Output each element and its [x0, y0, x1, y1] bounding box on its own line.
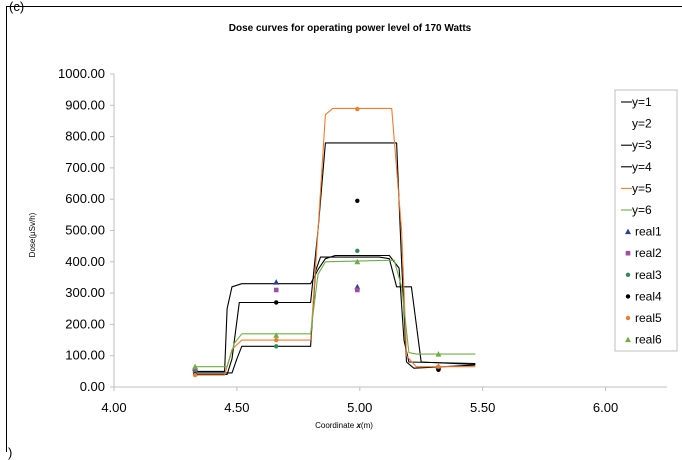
legend-label-real6: real6	[635, 333, 662, 347]
x-axis-title-var: x	[355, 421, 361, 430]
legend: y=1 y=2 y=3 y=4 y=5 y=6 real1 real2 real3 real4 re…	[614, 89, 678, 352]
y-tick-label: 1000.00	[58, 66, 105, 81]
series-line-y=5	[195, 107, 476, 376]
y-tick-label: 700.00	[65, 160, 105, 175]
chart-svg: Dose curves for operating power level of…	[28, 23, 678, 430]
panel-tag-bracket: )	[8, 445, 13, 460]
data-point-real4	[355, 198, 360, 203]
data-point-real5	[355, 106, 360, 112]
series-line-y=3	[195, 142, 476, 376]
legend-label-real5: real5	[635, 311, 662, 325]
legend-swatch-real6	[625, 336, 631, 343]
data-point-real2	[273, 287, 279, 293]
x-tick-label: 4.50	[224, 400, 249, 415]
legend-swatch-real1	[625, 228, 631, 235]
data-point-real4	[274, 300, 279, 305]
data-point-real4	[436, 367, 441, 372]
series-line-y=4	[195, 256, 476, 374]
data-point-real1	[273, 279, 280, 285]
panel-tag: (c)	[9, 0, 25, 14]
y-tick-label: 200.00	[65, 316, 105, 331]
legend-label-y=6: y=6	[632, 203, 652, 217]
markers-layer	[192, 106, 442, 378]
data-point-real5	[192, 372, 198, 378]
x-tick-label: 6.00	[593, 400, 618, 415]
data-point-real3	[274, 344, 279, 349]
ticks-layer: 0.00 100.00 200.00 300.00 400.00 500.00 600.00…	[58, 66, 618, 415]
y-tick-label: 800.00	[65, 129, 105, 144]
x-axis-title: Coordinate x(m)	[315, 421, 373, 430]
legend-label-real1: real1	[635, 225, 662, 239]
legend-label-y=4: y=4	[632, 160, 652, 174]
y-axis-title: Dose(µSv/h)	[28, 212, 37, 257]
y-tick-label: 500.00	[65, 223, 105, 238]
legend-label-y=1: y=1	[632, 95, 652, 109]
chart-title: Dose curves for operating power level of…	[229, 23, 472, 34]
data-point-real6	[435, 351, 442, 357]
series-line-y=6	[195, 259, 476, 368]
x-tick-label: 5.50	[470, 400, 495, 415]
data-point-real6	[354, 258, 361, 265]
data-point-real5	[436, 364, 441, 369]
legend-swatch-real2	[625, 250, 631, 256]
x-tick-label: 4.00	[101, 400, 126, 415]
legend-label-y=3: y=3	[632, 138, 652, 152]
y-tick-label: 300.00	[65, 285, 105, 300]
legend-swatch-real4	[625, 294, 631, 299]
data-point-real2	[355, 287, 360, 293]
legend-swatch-real5	[625, 315, 631, 321]
x-axis-title-prefix: Coordinate	[315, 421, 356, 430]
lines-layer	[195, 107, 476, 376]
x-tick-label: 5.00	[347, 400, 372, 415]
series-line-y=1	[195, 254, 476, 372]
legend-swatch-real3	[625, 272, 631, 277]
legend-label-real4: real4	[635, 289, 662, 303]
y-tick-label: 0.00	[80, 379, 105, 394]
data-point-real5	[274, 337, 279, 343]
legend-label-y=5: y=5	[632, 181, 652, 195]
data-point-real6	[273, 332, 280, 338]
y-tick-label: 400.00	[65, 254, 105, 269]
y-tick-label: 100.00	[65, 348, 105, 363]
y-tick-label: 600.00	[65, 191, 105, 206]
y-tick-label: 900.00	[65, 97, 105, 112]
x-axis-title-suffix: (m)	[361, 421, 373, 430]
legend-label-real2: real2	[635, 246, 662, 260]
legend-label-real3: real3	[635, 268, 662, 282]
data-point-real6	[192, 363, 199, 370]
data-point-real3	[355, 248, 360, 254]
chart-frame: Dose curves for operating power level of…	[6, 0, 682, 460]
legend-label-y=2: y=2	[632, 117, 652, 131]
legend-box	[614, 89, 678, 352]
